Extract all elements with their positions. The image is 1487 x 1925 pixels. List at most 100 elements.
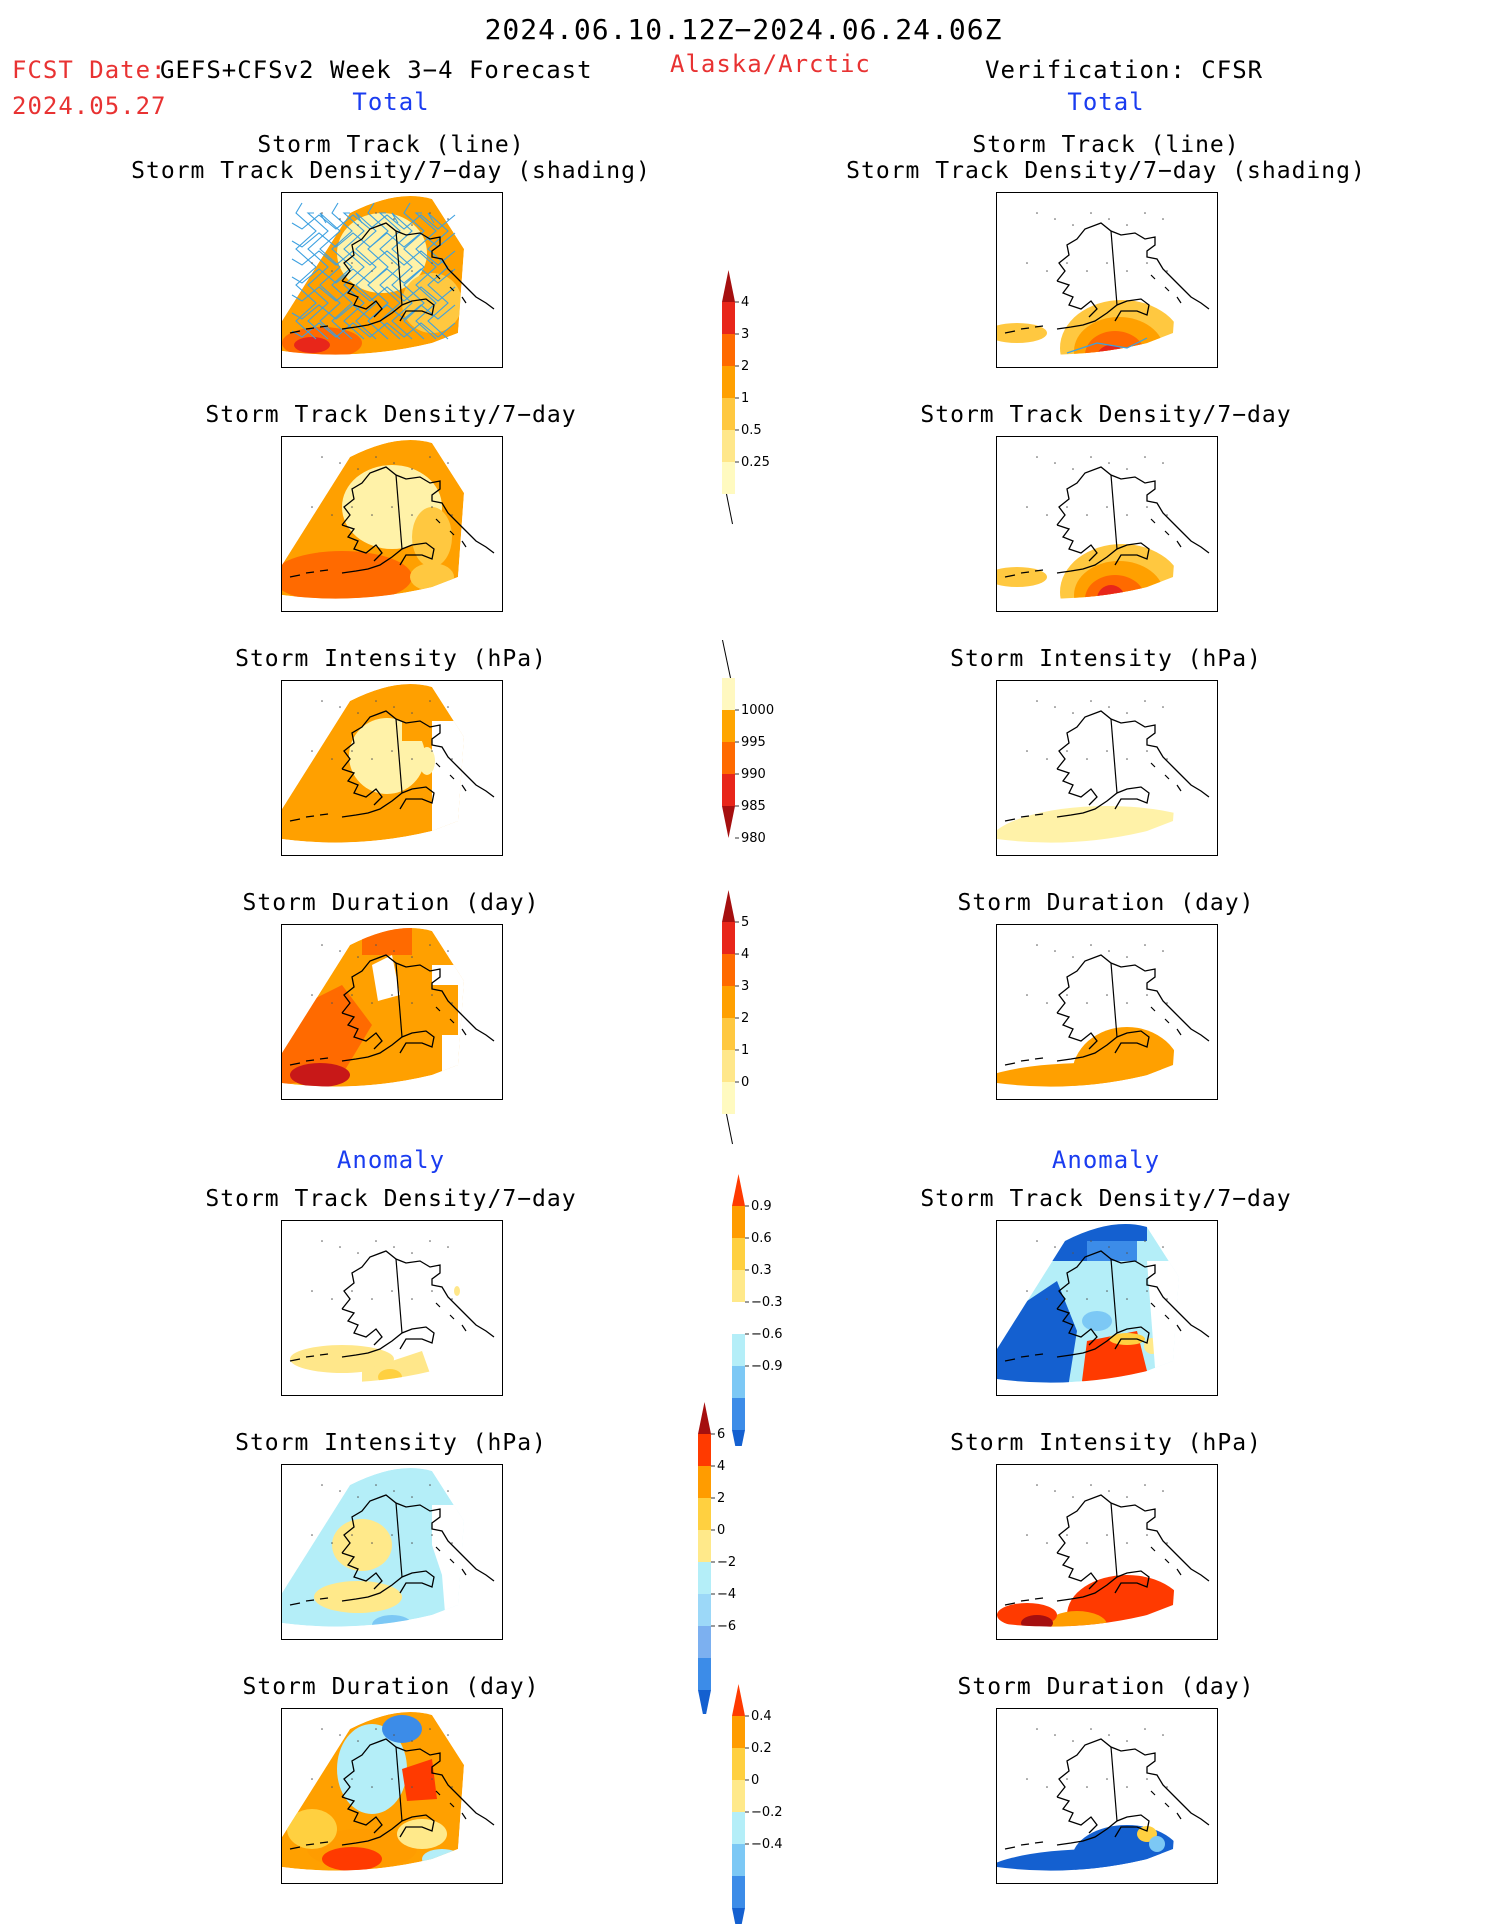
grid-dot — [447, 218, 449, 220]
colorbar-segment — [722, 922, 735, 954]
grid-dot — [311, 1778, 313, 1780]
shading — [997, 1224, 1179, 1383]
colorbar-segment — [732, 1398, 745, 1430]
grid-dot — [1108, 950, 1110, 952]
colorbar-segment — [722, 774, 735, 806]
colorbar-segment — [722, 742, 735, 774]
coastline-path — [341, 710, 495, 818]
grid-dot — [451, 1786, 453, 1788]
title-duration-right: Storm Duration (day) — [957, 890, 1255, 916]
grid-dot — [429, 456, 431, 458]
colorbar-segment — [732, 1334, 745, 1366]
grid-dot — [1086, 758, 1088, 760]
grid-dot — [1146, 1534, 1148, 1536]
coastline — [289, 700, 495, 822]
island-lines — [289, 1302, 467, 1362]
grid-dot — [431, 1290, 433, 1292]
grid-dot — [451, 1298, 453, 1300]
title-density-anom-right: Storm Track Density/7−day — [920, 1186, 1292, 1212]
shade-region — [422, 1849, 462, 1869]
colorbar-label: 990 — [741, 767, 766, 782]
grid-dot — [1126, 514, 1128, 516]
grid-dot — [391, 506, 393, 508]
colorbar-segment — [698, 1530, 711, 1562]
grid-dot — [311, 262, 313, 264]
colorbar-label: 980 — [741, 831, 766, 846]
colorbar-label: 0.3 — [751, 1263, 772, 1278]
colorbar-label: 0.9 — [751, 1199, 772, 1214]
grid-dot — [375, 1484, 377, 1486]
storm-track-line — [331, 202, 353, 340]
grid-dot — [1126, 1002, 1128, 1004]
coastline-path — [1056, 710, 1210, 818]
grid-dot — [1054, 706, 1056, 708]
grid-dot — [1086, 1542, 1088, 1544]
shade-region — [378, 1369, 402, 1383]
grid-dot — [331, 1786, 333, 1788]
grid-dot — [1036, 456, 1038, 458]
title-intensity-anom-right: Storm Intensity (hPa) — [950, 1430, 1262, 1456]
storm-track-line — [342, 212, 365, 340]
shade-region — [294, 337, 330, 353]
shade-region — [1085, 575, 1145, 599]
grid-dot — [1086, 1786, 1088, 1788]
island-lines — [1004, 1790, 1182, 1850]
grid-dot — [1072, 1252, 1074, 1254]
grid-dot — [1054, 1734, 1056, 1736]
colorbar-label: 0.6 — [751, 1231, 772, 1246]
total-label-left: Total — [352, 88, 430, 116]
coastline — [1004, 212, 1210, 334]
shade-region — [432, 1505, 464, 1627]
grid-dot — [1108, 706, 1110, 708]
shade-fill — [997, 684, 1179, 843]
grid-dot — [1146, 994, 1148, 996]
map-duration-anom-verification — [996, 1708, 1218, 1884]
shading — [282, 440, 464, 599]
grid-dot — [1072, 468, 1074, 470]
grid-dot — [1106, 506, 1108, 508]
colorbar-label: −2 — [717, 1555, 736, 1570]
grid-dot — [1046, 1542, 1048, 1544]
colorbar-label: 995 — [741, 735, 766, 750]
title-density-right: Storm Track Density/7−day — [920, 402, 1292, 428]
colorbar-segment — [722, 1018, 735, 1050]
grid-dot — [339, 950, 341, 952]
border-line — [395, 474, 403, 550]
grid-dot — [1106, 1778, 1108, 1780]
grid-dot — [1166, 1542, 1168, 1544]
colorbar-density-anomaly: 0.9 0.6 0.3 −0.3 −0.6 −0.9 — [732, 1174, 783, 1446]
storm-track-line — [291, 286, 456, 302]
coastline — [1004, 944, 1210, 1066]
storm-track-lines — [291, 202, 456, 340]
border-line — [395, 1502, 403, 1578]
shade-region — [314, 1581, 402, 1613]
grid-dot — [451, 270, 453, 272]
grid-dot — [1086, 270, 1088, 272]
coastline — [1004, 700, 1210, 822]
grid-dot — [391, 1534, 393, 1536]
grid-dot — [1108, 1246, 1110, 1248]
grid-dot — [411, 468, 413, 470]
title-intensity-left: Storm Intensity (hPa) — [235, 646, 547, 672]
colorbar-label: 1 — [741, 1043, 749, 1058]
grid-dot — [1086, 1002, 1088, 1004]
grid-dot — [351, 750, 353, 752]
grid-dot — [411, 1542, 413, 1544]
shade-region — [372, 1615, 412, 1627]
shade-region — [1097, 585, 1125, 599]
grid-dot — [1046, 270, 1048, 272]
grid-dot — [1036, 1240, 1038, 1242]
title-intensity-right: Storm Intensity (hPa) — [950, 646, 1262, 672]
storm-track-line — [319, 212, 341, 340]
border-line — [395, 718, 403, 794]
grid-dot — [1066, 750, 1068, 752]
colorbar-segment — [698, 1594, 711, 1626]
shade-region — [290, 1345, 394, 1373]
grid-dot — [1026, 1534, 1028, 1536]
grid-dot — [357, 1252, 359, 1254]
grid-dot — [1066, 994, 1068, 996]
grid-dot — [1054, 1490, 1056, 1492]
colorbar-label: −4 — [717, 1587, 736, 1602]
coastline-path — [341, 466, 495, 574]
map-intensity-forecast — [281, 680, 503, 856]
